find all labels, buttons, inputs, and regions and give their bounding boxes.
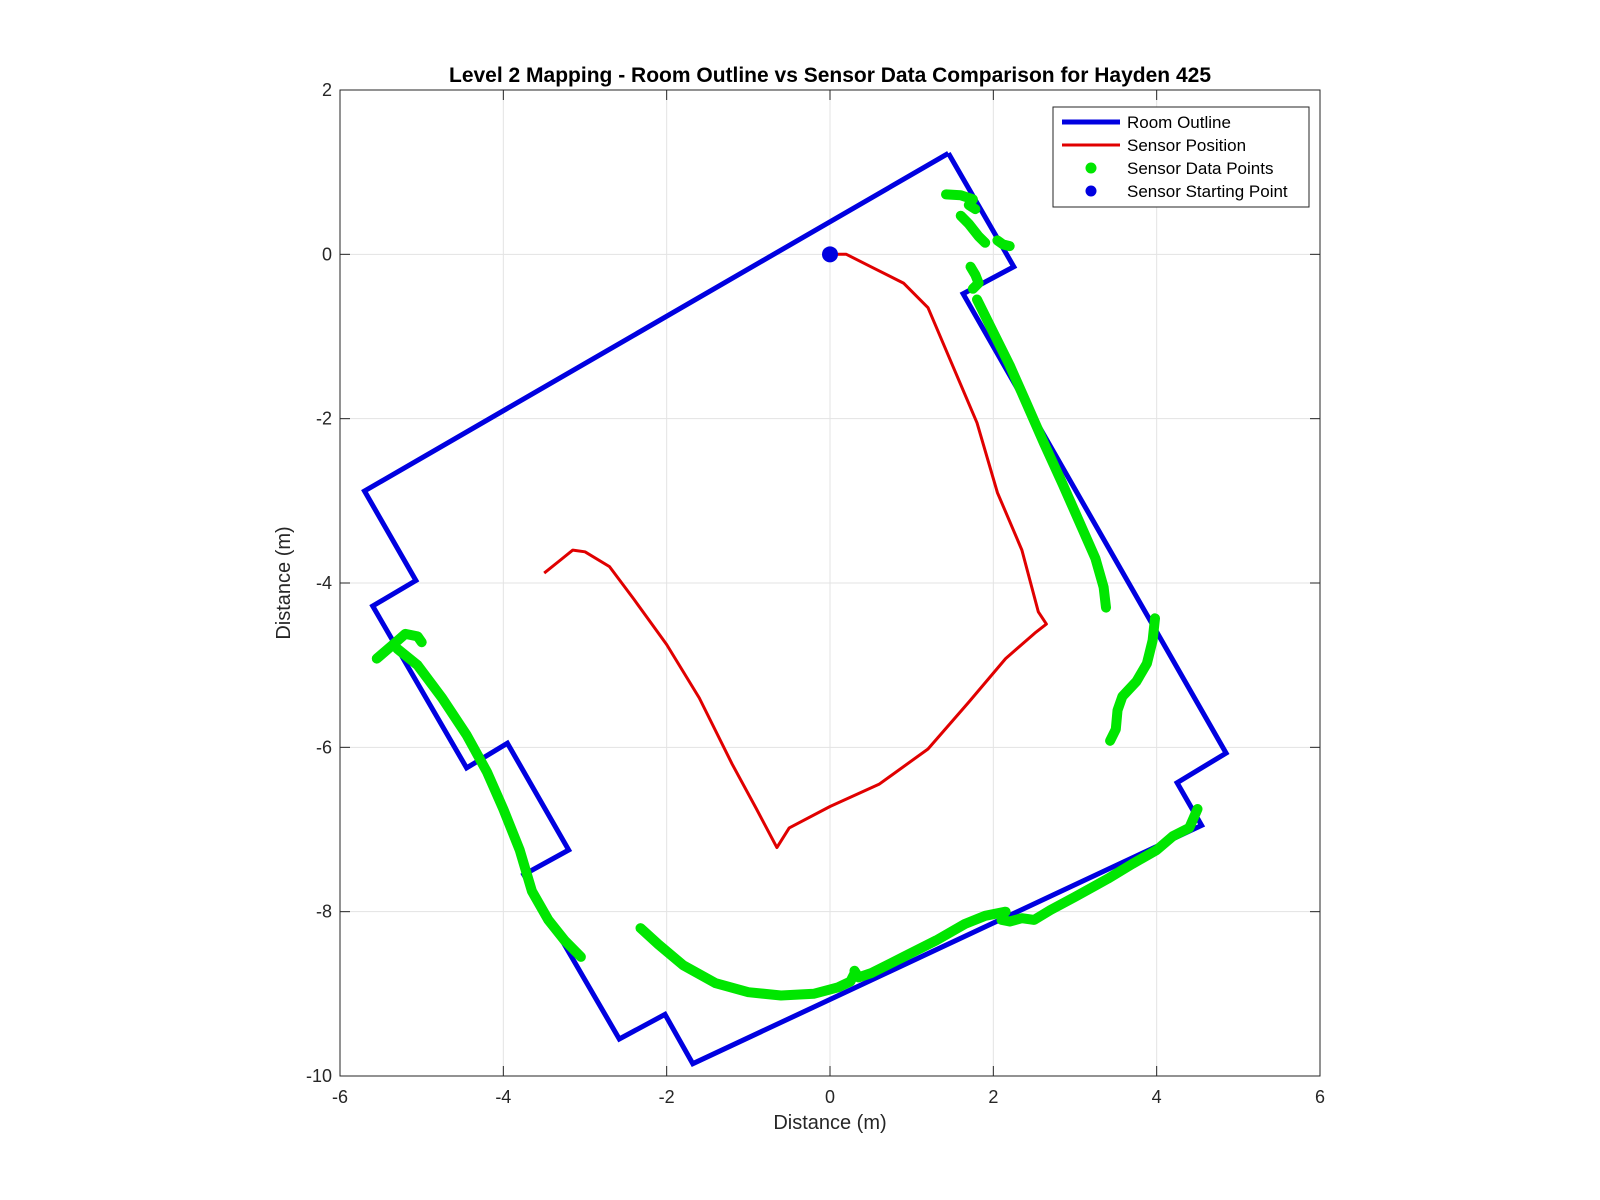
room-outline-line — [361, 151, 1230, 1067]
sensor-data-points-trace — [972, 294, 1111, 613]
chart-title: Level 2 Mapping - Room Outline vs Sensor… — [449, 64, 1211, 87]
sensor-data-points-trace — [1105, 613, 1160, 746]
series-layer — [361, 151, 1230, 1067]
sensor-data-points-trace — [371, 628, 427, 664]
x-tick-label: 2 — [988, 1087, 998, 1107]
x-tick-label: 6 — [1315, 1087, 1325, 1107]
legend: Room Outline Sensor Position Sensor Data… — [1052, 106, 1310, 208]
legend-swatch-sensor-starting-point — [1085, 185, 1097, 197]
sensor-data-points-trace — [955, 210, 991, 248]
x-tick-label: 4 — [1152, 1087, 1162, 1107]
x-axis-label: Distance (m) — [773, 1112, 886, 1134]
sensor-data-points-trace — [996, 804, 1203, 927]
y-tick-label: 2 — [322, 80, 332, 100]
legend-label-sensor-position: Sensor Position — [1127, 136, 1246, 155]
x-tick-label: -6 — [332, 1087, 348, 1107]
sensor-data-points-trace — [392, 643, 586, 962]
y-tick-label: -2 — [316, 409, 332, 429]
sensor-data-points-trace — [849, 906, 1011, 983]
sensor-starting-point-marker — [822, 246, 838, 263]
sensor-data-points-trace — [965, 261, 984, 294]
x-tick-label: -4 — [495, 1087, 511, 1107]
axis-ticks: -6 -4 -2 0 2 4 6 -10 -8 -6 -4 -2 0 2 — [306, 80, 1325, 1107]
sensor-position-line — [543, 252, 1048, 850]
x-tick-label: -2 — [659, 1087, 675, 1107]
y-tick-label: -6 — [316, 737, 332, 757]
y-tick-label: -10 — [306, 1066, 332, 1086]
y-tick-label: -8 — [316, 902, 332, 922]
sensor-data-points-trace — [941, 189, 981, 215]
y-tick-label: 0 — [322, 244, 332, 264]
legend-label-sensor-data-points: Sensor Data Points — [1127, 159, 1273, 178]
y-axis-label: Distance (m) — [273, 526, 295, 639]
sensor-data-points-trace — [992, 235, 1015, 252]
sensor-data-points-trace — [635, 923, 860, 1001]
y-tick-label: -4 — [316, 573, 332, 593]
legend-label-room-outline: Room Outline — [1127, 113, 1231, 132]
legend-swatch-sensor-data-points — [1085, 162, 1097, 174]
legend-label-sensor-starting-point: Sensor Starting Point — [1127, 182, 1288, 201]
x-tick-label: 0 — [825, 1087, 835, 1107]
